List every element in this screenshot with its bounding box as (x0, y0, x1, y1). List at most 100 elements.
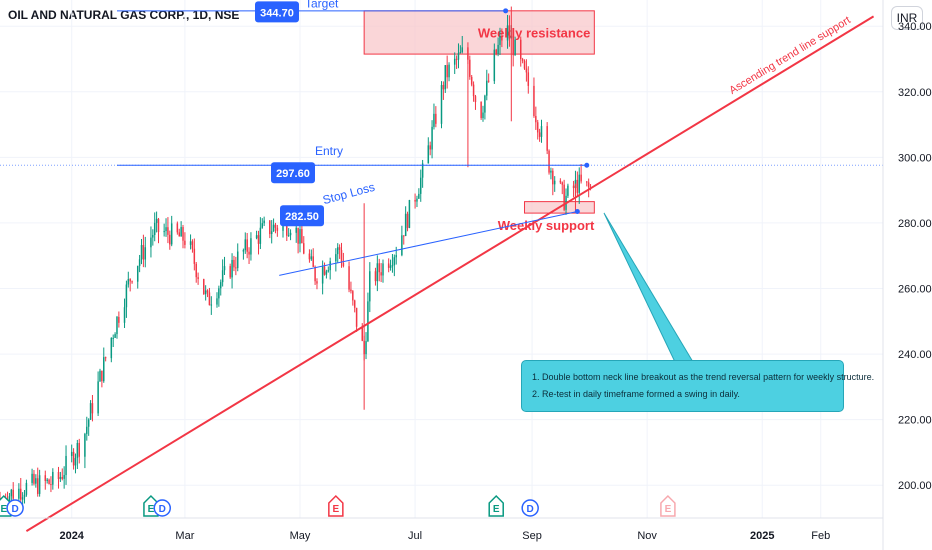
candle-up (486, 80, 488, 96)
candle-up (231, 259, 233, 278)
candle-down (414, 200, 416, 202)
candle-down (257, 235, 260, 244)
candle-down (286, 220, 288, 236)
candle-down (348, 266, 350, 290)
candle-up (404, 213, 407, 237)
candle-down (469, 59, 471, 77)
candle-up (244, 239, 247, 251)
candle-down (182, 227, 184, 241)
candle-up (220, 282, 222, 289)
candle-down (380, 272, 382, 276)
candle-up (497, 44, 499, 54)
neckline-point (574, 208, 580, 214)
candle-up (218, 288, 220, 299)
y-tick-label: 340.00 (898, 21, 932, 33)
candle-down (78, 443, 80, 457)
candle-down (559, 180, 562, 183)
earnings-icon[interactable] (488, 494, 504, 517)
callout-note[interactable]: 1. Double bottom neck line breakout as t… (521, 360, 874, 412)
level-endpoint (503, 8, 509, 14)
earnings-icon[interactable] (660, 494, 676, 517)
candle-down (546, 126, 548, 151)
candle-up (35, 478, 37, 484)
candle-down (195, 263, 197, 278)
candle-up (163, 231, 165, 233)
candle-down (20, 488, 22, 500)
candle-down (169, 234, 171, 245)
candle-up (431, 126, 433, 150)
candle-down (303, 243, 305, 254)
candle-up (453, 58, 456, 65)
candle-up (444, 65, 447, 90)
candle-up (204, 290, 207, 295)
candle-down (323, 266, 326, 275)
candle-up (216, 298, 218, 305)
x-tick-label: Jul (408, 530, 422, 542)
candle-down (480, 102, 482, 119)
candle-down (57, 471, 60, 479)
earnings-icon[interactable] (328, 494, 344, 517)
callout-line-2: 2. Re-test in daily timeframe formed a s… (532, 389, 740, 399)
currency-button[interactable]: INR (891, 6, 923, 30)
candle-down (61, 476, 64, 479)
candle-up (189, 241, 192, 245)
candle-up (287, 235, 290, 237)
candle-up (152, 234, 154, 238)
candle-up (310, 256, 313, 260)
candle-down (312, 256, 314, 267)
candle-down (338, 247, 341, 250)
candle-up (336, 247, 339, 255)
candle-down (316, 281, 318, 284)
drawings[interactable]: Ascending trend line support344.70Target… (0, 0, 883, 532)
candle-up (112, 337, 114, 339)
candle-down (191, 241, 194, 249)
candle-up (125, 284, 128, 308)
candle-up (97, 381, 99, 414)
callout-pointer (603, 212, 694, 363)
candle-up (327, 270, 330, 272)
candle-down (203, 279, 205, 295)
candle-down (248, 251, 250, 255)
dividend-icon[interactable] (521, 499, 539, 517)
candle-up (448, 64, 450, 78)
candle-up (89, 403, 92, 420)
candle-up (210, 304, 213, 306)
candle-up (493, 49, 496, 82)
neckline[interactable] (279, 210, 578, 276)
event-letter: E (0, 504, 7, 515)
dividend-icon[interactable] (153, 499, 172, 517)
candle-up (325, 271, 328, 275)
candle-up (170, 223, 173, 245)
candle-up (419, 177, 422, 194)
candle-up (136, 265, 139, 282)
candle-up (408, 200, 411, 228)
candle-up (401, 235, 403, 256)
ascending-trendline[interactable] (25, 15, 875, 532)
dividend-icon[interactable] (6, 499, 24, 517)
candle-down (129, 279, 131, 282)
candle-down (233, 259, 235, 268)
candle-up (150, 237, 152, 248)
candle-up (289, 232, 292, 236)
candle-up (263, 220, 265, 224)
candle-up (540, 126, 543, 137)
price-tag[interactable] (271, 162, 315, 184)
candle-up (365, 341, 367, 355)
price-tag[interactable] (280, 205, 324, 227)
price-tag[interactable] (255, 1, 299, 23)
candle-up (382, 263, 384, 276)
weekly-resistance-zone[interactable] (363, 10, 595, 55)
candle-up (140, 245, 143, 260)
candle-up (110, 337, 113, 359)
candle-up (457, 52, 460, 60)
candle-down (576, 179, 579, 193)
y-tick-label: 280.00 (898, 218, 932, 230)
price-tag-text: 282.50 (285, 211, 319, 223)
x-tick-label: 2024 (59, 530, 84, 542)
candle-up (270, 231, 273, 235)
candle-down (535, 115, 537, 123)
candle-down (552, 170, 554, 185)
chart-title: OIL AND NATURAL GAS CORP., 1D, NSE (8, 8, 240, 22)
